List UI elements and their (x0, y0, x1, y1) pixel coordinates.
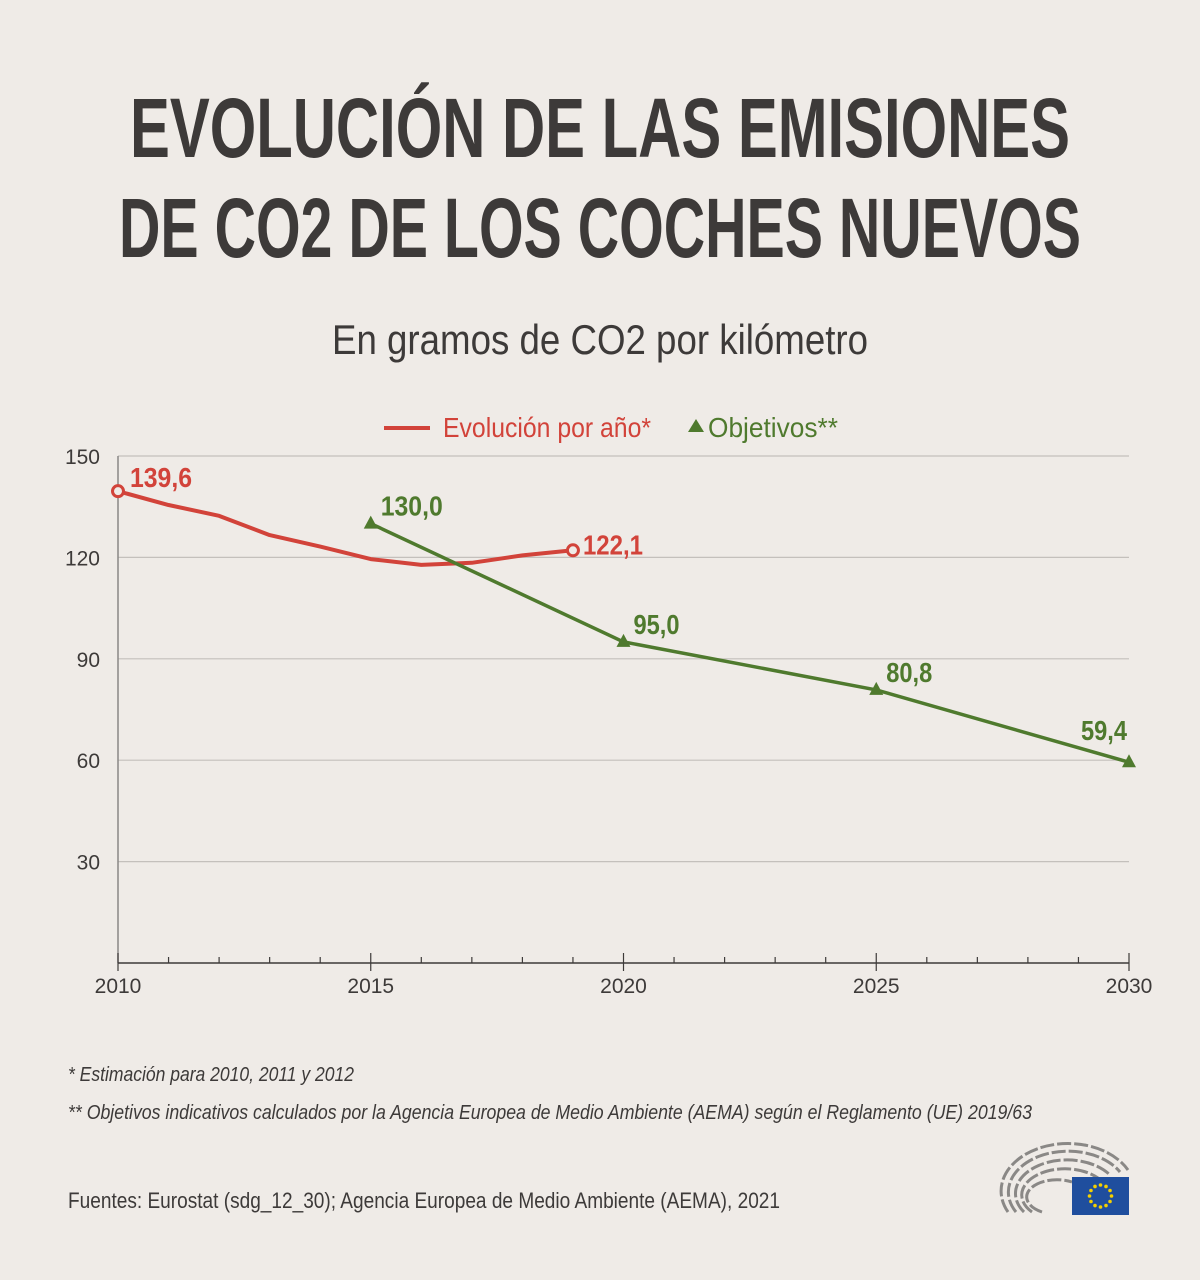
eu-flag (1072, 1177, 1129, 1215)
actual-line (117, 489, 574, 567)
footnote-1: * Estimación para 2010, 2011 y 2012 (68, 1064, 354, 1086)
subtitle: En gramos de CO2 por kilómetro (332, 316, 868, 363)
y-tick-label: 90 (77, 649, 100, 672)
eu-star-icon (1098, 1205, 1103, 1209)
target-triangle-marker (869, 681, 884, 695)
actual-data-label: 122,1 (583, 529, 643, 560)
actual-data-label: 139,6 (130, 462, 192, 493)
y-tick-label: 150 (65, 446, 100, 469)
eu-star-icon (1089, 1199, 1093, 1204)
eu-star-icon (1108, 1188, 1112, 1193)
target-triangle-marker (1122, 754, 1136, 768)
x-tick-label: 2020 (600, 975, 647, 998)
y-tick-label: 120 (65, 547, 100, 570)
x-tick-label: 2025 (853, 975, 900, 998)
x-tick-label: 2030 (1106, 975, 1153, 998)
legend-label-actual: Evolución por año* (443, 412, 651, 443)
eu-star-icon (1108, 1199, 1112, 1204)
x-tick-label: 2010 (95, 975, 142, 998)
eu-star-icon (1109, 1194, 1114, 1198)
title-line-1: EVOLUCIÓN DE LAS EMISIONES (130, 81, 1070, 175)
target-data-label: 130,0 (381, 491, 443, 522)
target-triangle-marker (363, 515, 378, 529)
eu-star-icon (1093, 1184, 1097, 1189)
eu-star-icon (1098, 1183, 1103, 1187)
eu-star-icon (1104, 1184, 1108, 1189)
eu-star-icon (1087, 1194, 1092, 1198)
x-tick-label: 2015 (347, 975, 394, 998)
plot-area: 30 60 90 120 150 2010 2015 2020 2025 2030 139,6 122… (65, 446, 1152, 998)
european-parliament-logo (999, 1142, 1130, 1215)
eu-star-icon (1089, 1188, 1093, 1193)
y-tick-label: 30 (77, 852, 100, 875)
eu-star-icon (1093, 1203, 1097, 1208)
target-data-label: 95,0 (634, 609, 680, 640)
title-line-2: DE CO2 DE LOS COCHES NUEVOS (119, 181, 1081, 275)
target-triangle-marker (616, 633, 631, 647)
y-tick-label: 60 (77, 750, 100, 773)
source: Fuentes: Eurostat (sdg_12_30); Agencia E… (68, 1188, 780, 1213)
target-line (370, 522, 1130, 764)
target-data-label: 80,8 (886, 657, 932, 688)
actual-endpoint-marker (565, 543, 580, 558)
legend-triangle-icon (688, 419, 704, 432)
legend: Evolución por año* Objetivos** (384, 412, 838, 443)
actual-endpoint-marker (111, 484, 125, 499)
eu-star-icon (1104, 1203, 1108, 1208)
footnote-2: ** Objetivos indicativos calculados por … (68, 1102, 1032, 1124)
target-data-label: 59,4 (1081, 715, 1127, 746)
legend-label-target: Objetivos** (708, 412, 838, 443)
